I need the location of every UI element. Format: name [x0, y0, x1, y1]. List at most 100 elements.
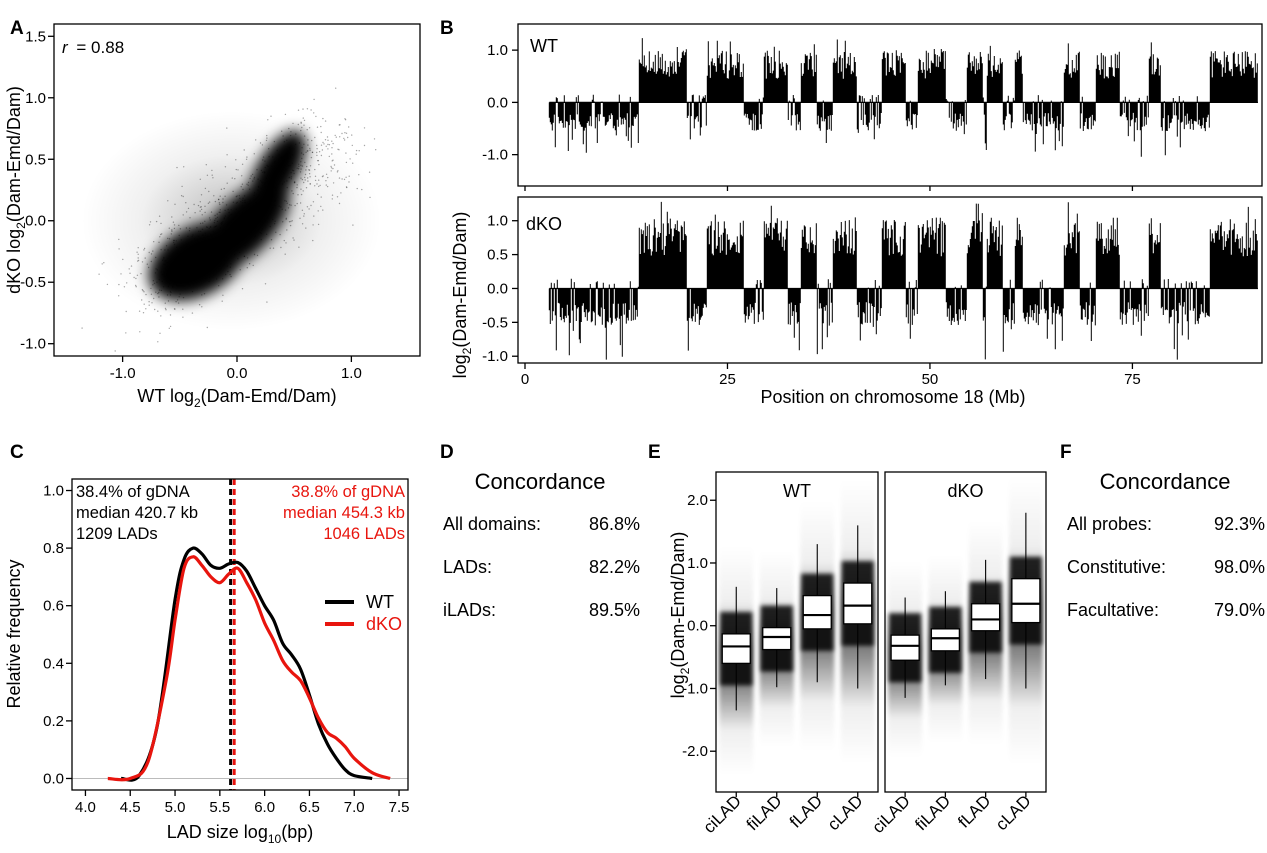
scatter-point: [319, 184, 321, 187]
scatter-point: [334, 134, 336, 137]
x-tick-label: 0: [521, 371, 529, 388]
concordance-row-label: iLADs:: [443, 600, 496, 620]
concordance-title-d: Concordance: [475, 469, 606, 494]
y-tick-label: -0.5: [482, 314, 508, 331]
box: [843, 582, 873, 625]
scatter-point: [120, 273, 122, 275]
scatter-point: [343, 137, 345, 140]
scatter-point: [168, 327, 170, 329]
scatter-point: [368, 171, 371, 173]
concordance-row-label: All probes:: [1067, 514, 1152, 534]
panel-d: Concordance All domains: 86.8% LADs: 82.2% i…: [443, 469, 640, 620]
scatter-point: [297, 194, 299, 196]
scatter-point: [358, 150, 360, 152]
scatter-point: [312, 239, 314, 242]
scatter-point: [167, 200, 169, 202]
scatter-point: [123, 286, 126, 288]
scatter-core: [148, 130, 306, 301]
scatter-point: [246, 156, 248, 158]
y-axis-label-a: dKO log2(Dam-Emd/Dam): [4, 86, 28, 294]
plot-frame-c: [71, 478, 409, 791]
scatter-point: [232, 190, 234, 193]
scatter-point: [231, 177, 233, 179]
scatter-point: [344, 119, 347, 121]
scatter-point: [302, 108, 304, 110]
scatter-point: [222, 201, 224, 204]
concordance-row-label: LADs:: [443, 557, 492, 577]
scatter-point: [301, 223, 304, 225]
scatter-point: [145, 308, 147, 310]
scatter-point: [178, 224, 180, 227]
density-blob: [248, 130, 306, 213]
scatter-point: [239, 269, 241, 271]
scatter-point: [199, 206, 202, 208]
scatter-point: [317, 223, 320, 226]
scatter-point: [320, 125, 322, 128]
scatter-point: [358, 174, 360, 176]
scatter-point: [139, 331, 141, 333]
scatter-point: [275, 231, 277, 233]
scatter-point: [300, 177, 302, 179]
scatter-point: [324, 120, 327, 122]
scatter-point: [335, 87, 337, 89]
scatter-point: [199, 210, 201, 212]
scatter-point: [303, 135, 306, 137]
scatter-point: [320, 196, 322, 198]
scatter-point: [135, 286, 137, 288]
scatter-point: [142, 290, 144, 292]
scatter-point: [325, 173, 328, 175]
scatter-point: [330, 165, 332, 168]
scatter-point: [211, 174, 213, 176]
scatter-point: [328, 144, 331, 146]
scatter-point: [189, 217, 191, 219]
scatter-point: [321, 175, 324, 178]
y-tick-label: 0.5: [487, 247, 508, 264]
scatter-point: [141, 299, 143, 301]
y-tick-label: 1.5: [25, 28, 46, 45]
scatter-point: [171, 216, 173, 218]
scatter-point: [125, 332, 127, 334]
scatter-point: [173, 308, 176, 310]
scatter-point: [207, 202, 210, 204]
scatter-point: [337, 148, 339, 150]
scatter-point: [222, 198, 224, 200]
scatter-point: [316, 151, 318, 154]
scatter-point: [222, 294, 224, 296]
scatter-point: [180, 195, 183, 197]
y-tick-label: 0.4: [43, 655, 64, 672]
scatter-point: [209, 219, 211, 221]
scatter-point: [324, 139, 327, 141]
scatter-point: [320, 131, 322, 134]
scatter-point: [344, 118, 346, 120]
y-axis-a: -1.0 -0.5 0.0 0.5 1.0 1.5: [20, 28, 54, 353]
scatter-point: [331, 140, 333, 142]
y-axis-label-e: log2(Dam-Emd/Dam): [668, 532, 692, 699]
scatter-point: [200, 208, 203, 211]
scatter-point: [352, 162, 354, 164]
category-label: fiLAD: [743, 791, 786, 834]
scatter-point: [235, 168, 237, 171]
panel-f: Concordance All probes: 92.3% Constitutive…: [1067, 469, 1265, 620]
scatter-point: [307, 150, 309, 152]
scatter-point: [345, 176, 347, 178]
y-tick-label: -1.0: [482, 348, 508, 365]
correlation-annotation: r = 0.88: [62, 38, 124, 57]
scatter-point: [153, 241, 155, 243]
y-tick-label: 0.0: [687, 618, 708, 635]
scatter-point: [355, 153, 357, 155]
scatter-point: [224, 195, 226, 197]
y-tick-label: 2.0: [687, 492, 708, 509]
scatter-point: [169, 314, 172, 316]
scatter-point: [318, 163, 320, 166]
scatter-point: [299, 171, 302, 173]
scatter-point: [326, 185, 329, 188]
scatter-point: [288, 127, 290, 130]
scatter-point: [300, 193, 303, 196]
scatter-point: [296, 202, 298, 205]
scatter-point: [208, 201, 211, 203]
scatter-point: [144, 257, 146, 259]
scatter-point: [205, 164, 207, 166]
x-tick-label: 5.0: [165, 799, 186, 816]
scatter-point: [177, 302, 180, 304]
